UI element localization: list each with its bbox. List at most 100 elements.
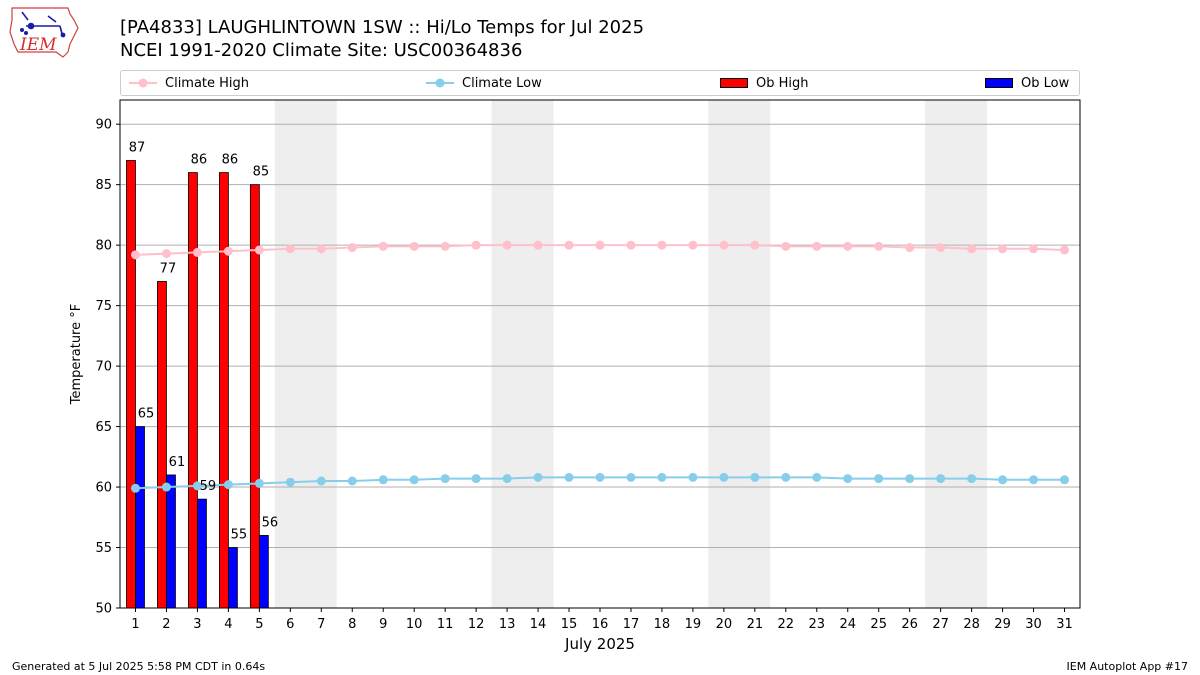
x-tick-label-11: 11 <box>437 617 454 632</box>
point-climate-low-13 <box>502 474 512 484</box>
point-climate-high-26 <box>905 243 915 253</box>
data-label-ob-high-1: 87 <box>129 140 146 155</box>
x-tick-label-25: 25 <box>870 617 887 632</box>
weekend-band-1 <box>274 100 337 608</box>
point-climate-high-2 <box>161 249 171 259</box>
x-tick-label-30: 30 <box>1025 617 1042 632</box>
data-label-ob-low-1: 65 <box>138 407 155 422</box>
x-tick-label-24: 24 <box>839 617 856 632</box>
x-tick-label-21: 21 <box>747 617 764 632</box>
x-tick-label-5: 5 <box>255 617 263 632</box>
x-tick-label-15: 15 <box>561 617 578 632</box>
point-climate-high-7 <box>316 244 326 254</box>
point-climate-low-9 <box>378 475 388 485</box>
point-climate-high-21 <box>750 240 760 250</box>
x-tick-label-22: 22 <box>778 617 795 632</box>
point-climate-low-8 <box>347 476 357 486</box>
data-label-ob-high-5: 85 <box>253 165 270 180</box>
point-climate-high-25 <box>874 241 884 251</box>
point-climate-low-2 <box>161 482 171 492</box>
x-tick-label-29: 29 <box>994 617 1011 632</box>
x-tick-label-27: 27 <box>932 617 949 632</box>
legend-swatch-climate-high <box>129 78 157 88</box>
legend-item-climate-low: Climate Low <box>426 71 542 95</box>
point-climate-high-24 <box>843 241 853 251</box>
x-tick-label-1: 1 <box>131 617 139 632</box>
x-tick-label-23: 23 <box>809 617 826 632</box>
point-climate-low-22 <box>781 472 791 482</box>
point-climate-high-27 <box>936 243 946 253</box>
point-climate-high-13 <box>502 240 512 250</box>
bar-ob-low-5 <box>258 535 269 609</box>
legend-item-ob-high: Ob High <box>720 71 809 95</box>
x-tick-label-3: 3 <box>193 617 201 632</box>
point-climate-high-4 <box>223 246 233 256</box>
legend-label-ob-high: Ob High <box>756 75 809 91</box>
point-climate-low-30 <box>1029 475 1039 485</box>
weekend-band-2 <box>491 100 554 608</box>
legend-swatch-ob-low <box>985 78 1013 88</box>
data-label-ob-low-4: 55 <box>231 528 248 543</box>
point-climate-low-7 <box>316 476 326 486</box>
point-climate-low-17 <box>626 472 636 482</box>
x-tick-label-12: 12 <box>468 617 485 632</box>
point-climate-low-31 <box>1060 475 1070 485</box>
y-tick-label-80: 80 <box>95 239 112 254</box>
data-label-ob-high-2: 77 <box>160 261 177 276</box>
x-axis-label: July 2025 <box>564 635 635 653</box>
weekend-band-4 <box>925 100 988 608</box>
point-climate-low-19 <box>688 472 698 482</box>
x-tick-label-8: 8 <box>348 617 356 632</box>
point-climate-low-29 <box>998 475 1008 485</box>
point-climate-low-16 <box>595 472 605 482</box>
point-climate-high-17 <box>626 240 636 250</box>
y-tick-label-65: 65 <box>95 420 112 435</box>
y-axis-label: Temperature °F <box>69 304 84 405</box>
point-climate-high-8 <box>347 243 357 253</box>
iem-logo-text: IEM <box>19 35 57 55</box>
point-climate-high-23 <box>812 241 822 251</box>
point-climate-low-4 <box>223 480 233 490</box>
bar-ob-high-1 <box>126 160 136 609</box>
point-climate-low-10 <box>409 475 419 485</box>
generated-note: Generated at 5 Jul 2025 5:58 PM CDT in 0… <box>12 660 266 673</box>
legend-swatch-climate-low <box>426 78 454 88</box>
bar-ob-low-4 <box>227 547 238 609</box>
point-climate-high-10 <box>409 241 419 251</box>
point-climate-high-31 <box>1060 245 1070 255</box>
point-climate-low-24 <box>843 474 853 484</box>
y-tick-label-85: 85 <box>95 178 112 193</box>
point-climate-high-3 <box>192 247 202 257</box>
point-climate-high-19 <box>688 240 698 250</box>
point-climate-low-18 <box>657 472 667 482</box>
x-tick-label-13: 13 <box>499 617 516 632</box>
point-climate-high-14 <box>533 240 543 250</box>
legend-item-climate-high: Climate High <box>129 71 249 95</box>
app-credit: IEM Autoplot App #17 <box>1066 660 1189 673</box>
x-tick-label-31: 31 <box>1056 617 1073 632</box>
point-climate-high-5 <box>254 245 264 255</box>
x-tick-label-26: 26 <box>901 617 918 632</box>
x-tick-label-16: 16 <box>592 617 609 632</box>
point-climate-high-29 <box>998 244 1008 254</box>
point-climate-high-15 <box>564 240 574 250</box>
point-climate-low-6 <box>285 477 295 487</box>
bar-ob-low-1 <box>135 426 145 609</box>
point-climate-low-3 <box>192 481 202 491</box>
point-climate-low-11 <box>440 474 450 484</box>
y-tick-label-55: 55 <box>95 541 112 556</box>
x-tick-label-17: 17 <box>623 617 640 632</box>
iem-logo-icon: IEM <box>9 7 79 58</box>
legend-label-ob-low: Ob Low <box>1021 75 1070 91</box>
point-climate-high-22 <box>781 241 791 251</box>
legend-label-climate-high: Climate High <box>165 75 250 91</box>
chart-subtitle: NCEI 1991-2020 Climate Site: USC00364836 <box>120 40 523 61</box>
point-climate-low-1 <box>130 483 140 493</box>
x-tick-label-10: 10 <box>406 617 423 632</box>
point-climate-high-30 <box>1029 244 1039 254</box>
x-tick-label-4: 4 <box>224 617 232 632</box>
data-label-ob-low-5: 56 <box>262 515 279 530</box>
bar-ob-low-2 <box>166 474 176 609</box>
y-tick-label-50: 50 <box>95 602 112 617</box>
